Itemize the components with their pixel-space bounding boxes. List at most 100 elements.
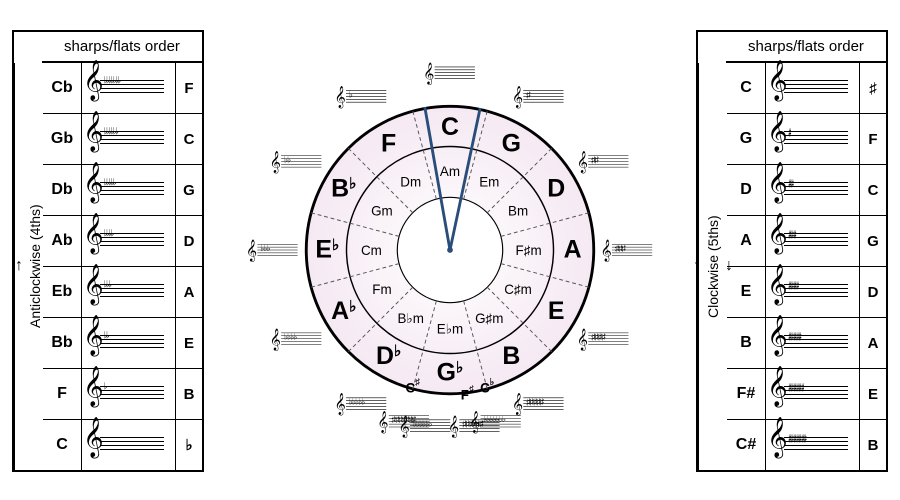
accidental-order: F xyxy=(860,114,886,164)
key-signature-cell: 𝄞 ♭♭♭♭♭♭ xyxy=(82,114,176,164)
svg-text:♯♯♯♯: ♯♯♯♯ xyxy=(591,332,606,342)
svg-text:Gm: Gm xyxy=(371,204,393,219)
key-signature-staff: 𝄞 ♯♯♯♯♯♯ xyxy=(770,379,848,409)
accidental-order: A xyxy=(176,267,202,317)
accidentals: ♭♭♭♭♭♭ xyxy=(104,124,118,135)
accidentals: ♯♯ xyxy=(788,175,793,186)
svg-text:D: D xyxy=(547,174,565,202)
table-row: B 𝄞 ♯♯♯♯♯ A xyxy=(727,318,886,369)
accidentals: ♭♭♭♭♭ xyxy=(104,175,115,186)
svg-text:𝄞: 𝄞 xyxy=(600,241,611,263)
key-name: B xyxy=(727,318,766,368)
svg-text:♯♯♯♯♯: ♯♯♯♯♯ xyxy=(526,396,544,406)
key-name: Ab xyxy=(43,216,82,266)
accidental-order: B xyxy=(176,369,202,419)
sharps-table-body: C 𝄞 ♯ G 𝄞 ♯ F D 𝄞 ♯♯ C A 𝄞 ♯♯♯ xyxy=(727,63,886,470)
table-row: D 𝄞 ♯♯ C xyxy=(727,165,886,216)
accidentals: ♭♭♭ xyxy=(104,277,111,288)
accidental-order: D xyxy=(176,216,202,266)
accidental-order: ♯ xyxy=(860,63,886,113)
accidentals: ♭♭♭♭♭♭♭ xyxy=(104,73,120,84)
accidental-order: ♭ xyxy=(176,420,202,470)
accidentals: ♯ xyxy=(788,124,791,135)
circle-svg: CGDAEBC♭G♭F♯C♯D♭A♭E♭B♭FAmEmBmF♯mC♯mG♯mE♭… xyxy=(240,20,660,480)
staff-lines xyxy=(100,437,164,453)
accidental-order: G xyxy=(860,216,886,266)
key-signature-cell: 𝄞 ♯♯ xyxy=(766,165,860,215)
key-name: C xyxy=(43,420,82,470)
table-row: Ab 𝄞 ♭♭♭♭ D xyxy=(43,216,202,267)
accidental-order: A xyxy=(860,318,886,368)
svg-text:𝄞: 𝄞 xyxy=(577,329,588,351)
svg-text:A: A xyxy=(564,236,582,264)
key-signature-staff: 𝄞 ♯♯♯♯♯ xyxy=(770,328,848,358)
key-signature-cell: 𝄞 ♭♭♭♭♭ xyxy=(82,165,176,215)
up-arrow-icon: ↑ xyxy=(693,258,701,276)
svg-text:𝄞: 𝄞 xyxy=(512,394,523,416)
svg-text:♯♯♯♯♯♯: ♯♯♯♯♯♯ xyxy=(462,419,484,429)
key-signature-staff: 𝄞 ♭♭♭♭♭ xyxy=(86,175,164,205)
key-signature-staff: 𝄞 ♭♭♭♭♭♭♭ xyxy=(86,73,164,103)
accidentals: ♯♯♯♯♯♯♯ xyxy=(788,430,806,441)
table-row: A 𝄞 ♯♯♯ G xyxy=(727,216,886,267)
svg-text:E: E xyxy=(548,297,565,325)
svg-text:Bm: Bm xyxy=(508,204,528,219)
accidental-order: F xyxy=(176,63,202,113)
svg-text:𝄞: 𝄞 xyxy=(423,63,434,85)
table-row: G 𝄞 ♯ F xyxy=(727,114,886,165)
key-signature-staff: 𝄞 ♭ xyxy=(86,379,164,409)
svg-text:♭♭♭: ♭♭♭ xyxy=(260,243,270,253)
table-row: F 𝄞 ♭ B xyxy=(43,369,202,420)
key-signature-staff: 𝄞 ♭♭♭♭♭♭ xyxy=(86,124,164,154)
key-signature-staff: 𝄞 ♯♯ xyxy=(770,175,848,205)
key-name: Eb xyxy=(43,267,82,317)
key-name: Gb xyxy=(43,114,82,164)
key-name: Db xyxy=(43,165,82,215)
anticlockwise-arrow-label: ↑ Anticlockwise (4ths) xyxy=(14,63,43,470)
table-row: E 𝄞 ♯♯♯♯ D xyxy=(727,267,886,318)
svg-text:B: B xyxy=(502,342,520,370)
key-name: F# xyxy=(727,369,766,419)
circle-of-fifths: CGDAEBC♭G♭F♯C♯D♭A♭E♭B♭FAmEmBmF♯mC♯mG♯mE♭… xyxy=(240,20,660,480)
svg-text:𝄞: 𝄞 xyxy=(377,412,388,434)
svg-text:B♭m: B♭m xyxy=(397,311,423,326)
table-row: C 𝄞 ♯ xyxy=(727,63,886,114)
svg-text:C♭: C♭ xyxy=(480,377,495,396)
accidentals: ♭ xyxy=(104,379,106,390)
key-name: C xyxy=(727,63,766,113)
table-row: Bb 𝄞 ♭♭ E xyxy=(43,318,202,369)
accidental-order: B xyxy=(860,420,886,470)
table-row: Db 𝄞 ♭♭♭♭♭ G xyxy=(43,165,202,216)
accidentals: ♯♯♯♯♯♯ xyxy=(788,379,803,390)
accidentals: ♯♯♯ xyxy=(788,226,796,237)
key-name: D xyxy=(727,165,766,215)
key-signature-cell: 𝄞 ♯♯♯♯♯♯♯ xyxy=(766,420,860,470)
svg-text:F♯: F♯ xyxy=(461,384,474,403)
table-row: F# 𝄞 ♯♯♯♯♯♯ E xyxy=(727,369,886,420)
svg-text:Am: Am xyxy=(440,164,460,179)
svg-text:𝄞: 𝄞 xyxy=(335,394,346,416)
svg-text:𝄞: 𝄞 xyxy=(246,241,257,263)
svg-text:F: F xyxy=(381,129,396,157)
table-row: C# 𝄞 ♯♯♯♯♯♯♯ B xyxy=(727,420,886,470)
table-row: Cb 𝄞 ♭♭♭♭♭♭♭ F xyxy=(43,63,202,114)
staff-lines xyxy=(784,80,848,96)
staff-lines xyxy=(784,131,848,147)
key-name: Cb xyxy=(43,63,82,113)
svg-text:C♯m: C♯m xyxy=(504,282,532,297)
svg-text:C: C xyxy=(441,113,459,141)
staff-lines xyxy=(100,335,164,351)
svg-text:𝄞: 𝄞 xyxy=(335,87,346,109)
key-name: F xyxy=(43,369,82,419)
flats-table: sharps/flats order ↑ Anticlockwise (4ths… xyxy=(12,30,204,472)
svg-text:♭♭♭♭: ♭♭♭♭ xyxy=(284,332,297,342)
svg-text:Fm: Fm xyxy=(372,282,391,297)
accidental-order: E xyxy=(860,369,886,419)
key-signature-staff: 𝄞 ♯ xyxy=(770,124,848,154)
key-signature-cell: 𝄞 ♯ xyxy=(766,114,860,164)
key-signature-cell: 𝄞 ♯♯♯♯♯ xyxy=(766,318,860,368)
down-arrow-icon: ↓ xyxy=(725,258,733,276)
svg-text:𝄞: 𝄞 xyxy=(270,152,281,174)
key-signature-staff: 𝄞 ♯♯♯♯♯♯♯ xyxy=(770,430,848,460)
flats-table-header: sharps/flats order xyxy=(42,32,202,63)
